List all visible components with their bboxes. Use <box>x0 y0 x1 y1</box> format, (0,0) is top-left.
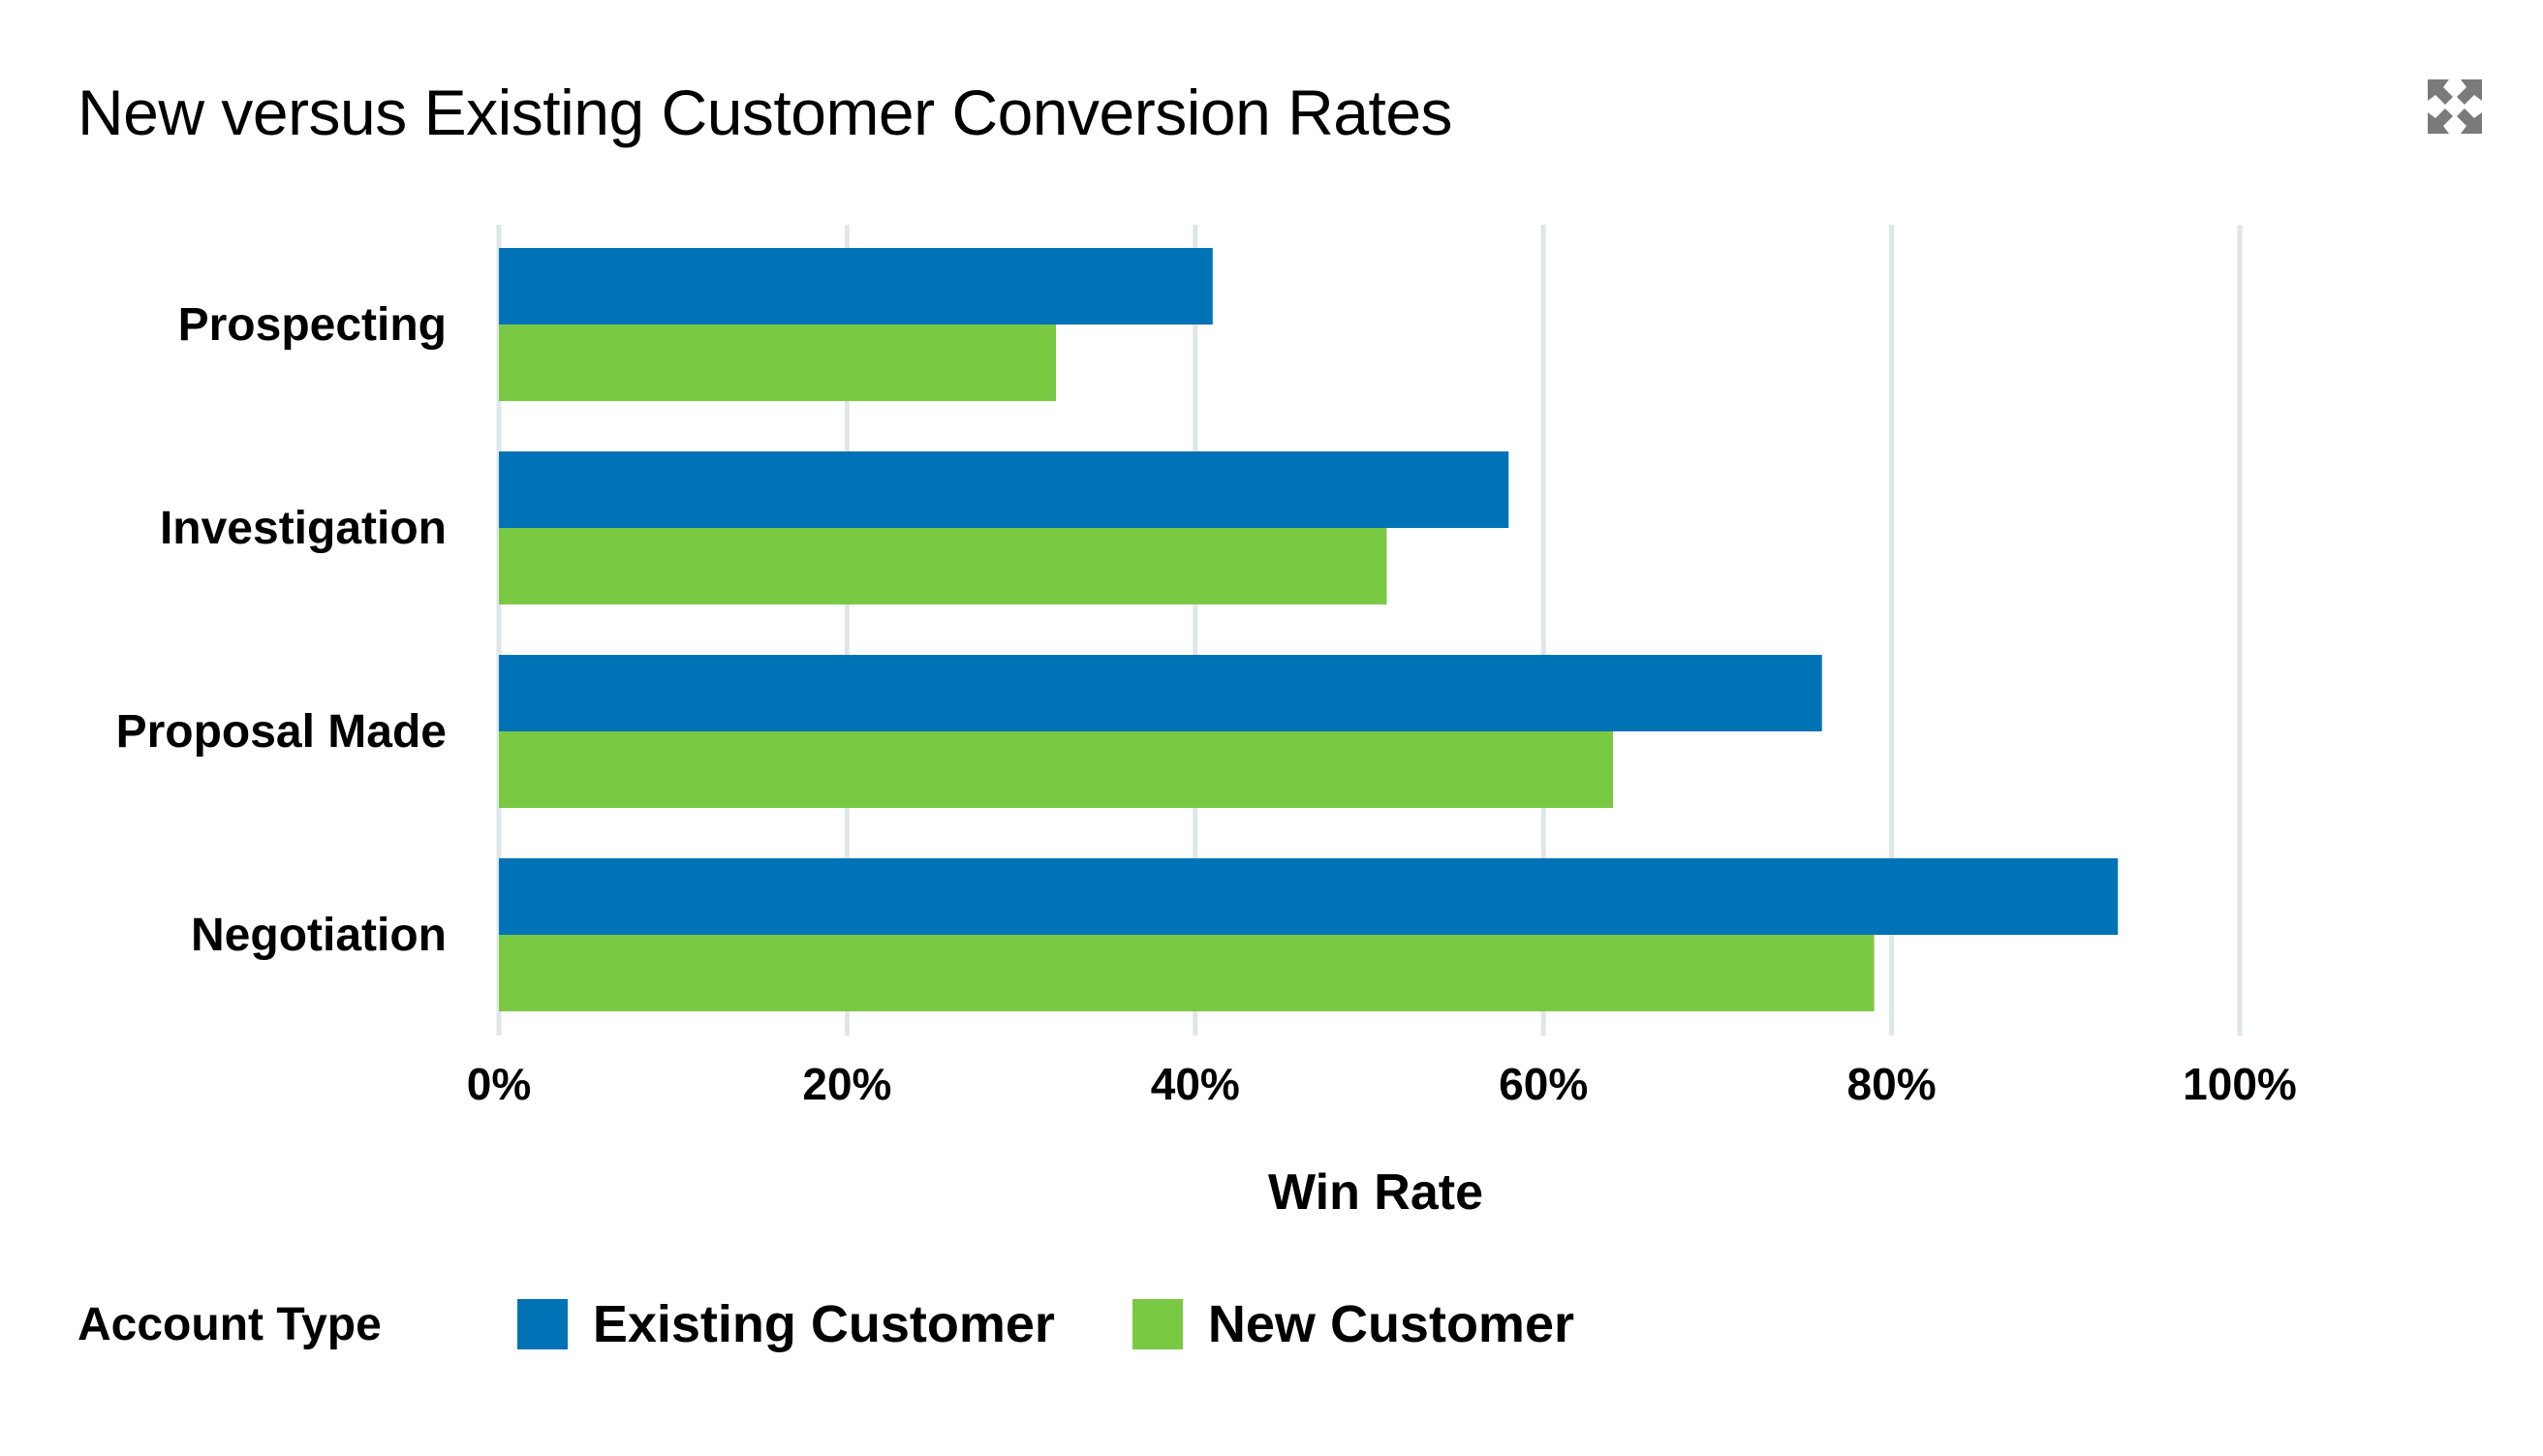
bar-existing-customer-negotiation[interactable] <box>499 858 2119 935</box>
bar-existing-customer-investigation[interactable] <box>499 451 1509 528</box>
bar-chart: Prospecting Investigation Proposal Made Neg… <box>116 225 2297 1221</box>
x-tick-label: 0% <box>467 1059 531 1109</box>
legend-item-new-customer[interactable]: New Customer <box>1132 1294 1574 1354</box>
x-tick-label: 60% <box>1499 1059 1588 1109</box>
bar-new-customer-investigation[interactable] <box>499 528 1387 604</box>
legend-label: Existing Customer <box>592 1295 1055 1353</box>
legend-item-existing-customer[interactable]: Existing Customer <box>516 1294 1055 1354</box>
x-tick-label: 40% <box>1151 1059 1240 1109</box>
legend: Account Type Existing Customer New Custo… <box>78 1293 1652 1355</box>
category-label: Prospecting <box>178 299 447 351</box>
x-tick-label: 100% <box>2183 1059 2297 1109</box>
bar-existing-customer-prospecting[interactable] <box>499 248 1213 325</box>
x-tick-label: 20% <box>802 1059 891 1109</box>
expand-icon[interactable] <box>2428 79 2482 134</box>
legend-swatch-existing <box>516 1299 568 1349</box>
bar-new-customer-proposal-made[interactable] <box>499 731 1614 808</box>
bar-new-customer-prospecting[interactable] <box>499 325 1057 401</box>
chart-title: New versus Existing Customer Conversion … <box>78 77 1453 148</box>
legend-title: Account Type <box>78 1298 382 1350</box>
bar-existing-customer-proposal-made[interactable] <box>499 655 1822 731</box>
category-label: Proposal Made <box>116 706 447 758</box>
legend-label: New Customer <box>1207 1295 1574 1353</box>
category-label: Negotiation <box>191 910 447 961</box>
x-tick-label: 80% <box>1847 1059 1937 1109</box>
category-label: Investigation <box>160 503 447 554</box>
x-axis-label: Win Rate <box>1268 1164 1483 1221</box>
bar-new-customer-negotiation[interactable] <box>499 935 1875 1011</box>
legend-swatch-new <box>1132 1299 1183 1349</box>
